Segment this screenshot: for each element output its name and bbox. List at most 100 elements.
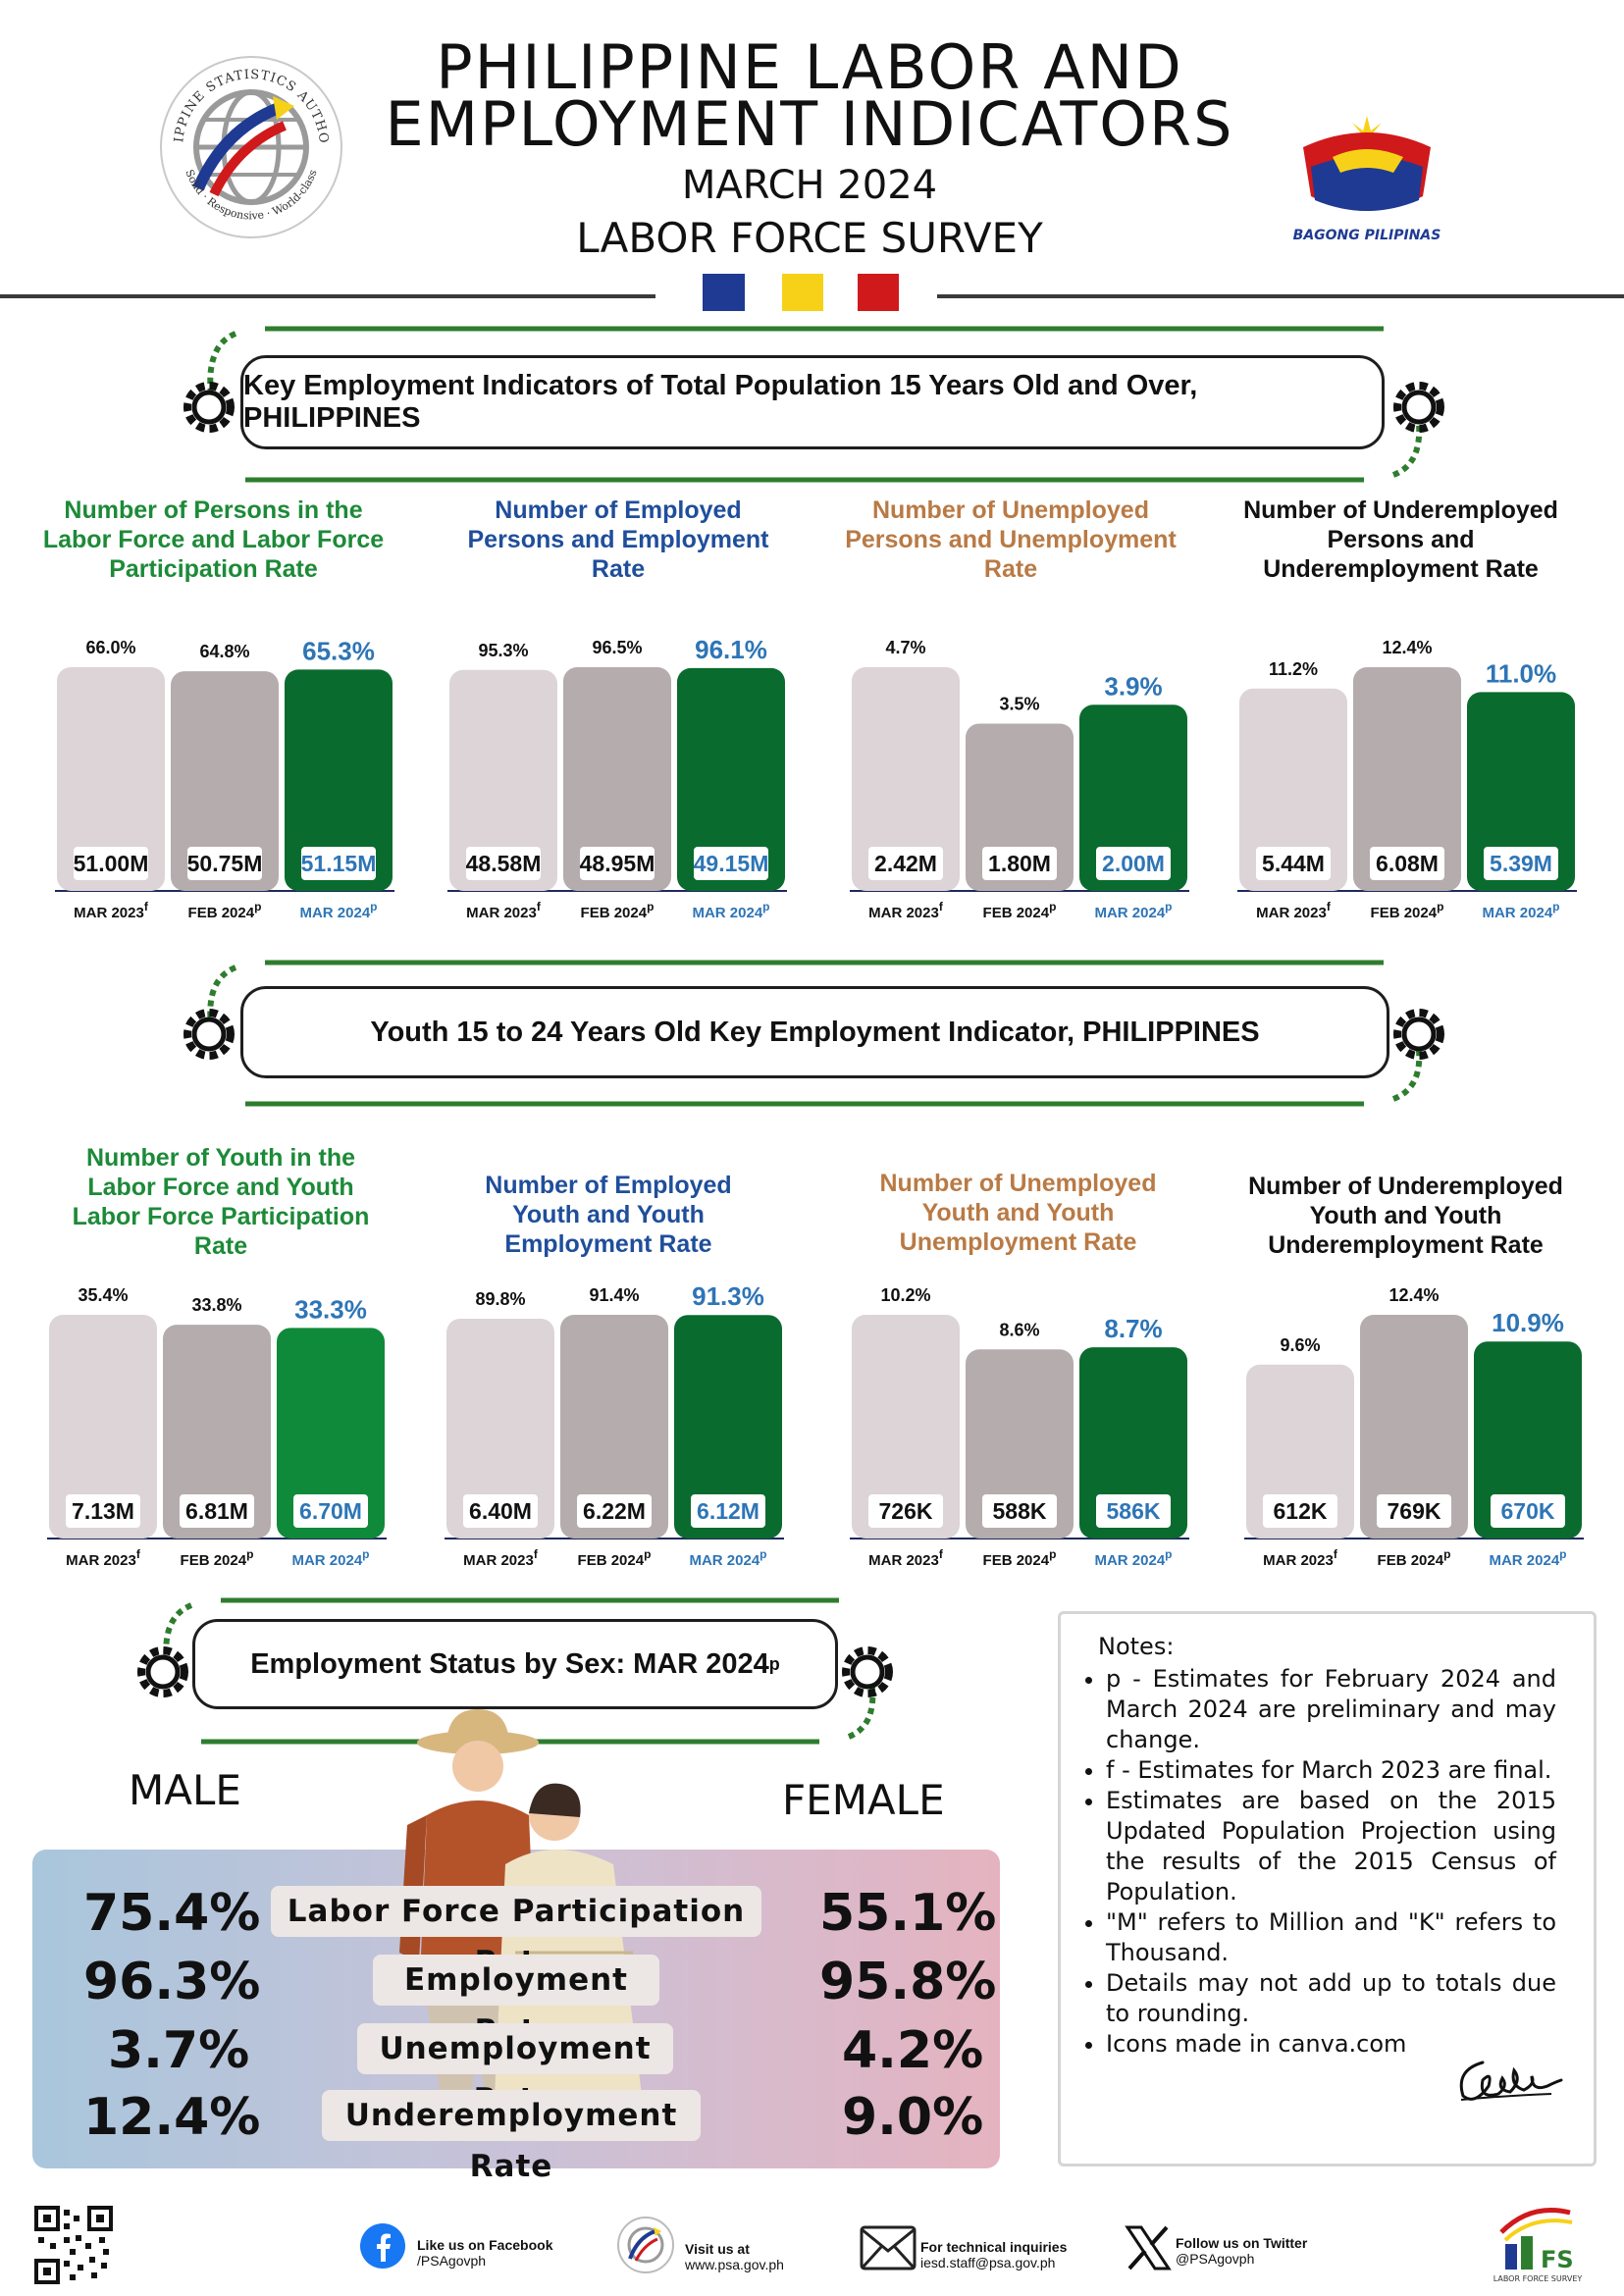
rate-label: 35.4% [78,1285,128,1305]
chart4: 11.2% 5.44M MAR 2023f 12.4% 6.08M FEB 2024p 11… [1237,638,1577,921]
chart3-title: Number of Unemployed Persons and Unemplo… [845,496,1177,583]
male-unemployment-value: 3.7% [108,2021,250,2080]
count-label: 5.39M [1490,851,1552,876]
facebook-link[interactable]: Like us on Facebook /PSAgovph [417,2237,552,2269]
chart2-title: Number of Employed Persons and Employmen… [467,496,769,583]
email-link[interactable]: For technical inquiries iesd.staff@psa.g… [920,2239,1067,2270]
website-link[interactable]: Visit us at www.psa.gov.ph [685,2241,784,2272]
bar [446,1318,554,1539]
section2-gear-right-icon [1393,1009,1444,1060]
rate-label: 33.8% [191,1295,241,1315]
period-label: MAR 2023f [1263,1547,1338,1569]
qr-code-icon [34,2206,113,2284]
rate-label: 96.1% [695,635,767,664]
female-lfpr-value: 55.1% [819,1884,997,1943]
chart6: 89.8% 6.40M MAR 2023f 91.4% 6.22M FEB 2024p 91… [445,1281,784,1569]
facebook-icon[interactable] [359,2222,406,2270]
count-badge [1370,847,1444,880]
chart5: 35.4% 7.13M MAR 2023f 33.8% 6.81M FEB 2024p 33… [47,1285,387,1569]
chart7-title: Number of Unemployed Youth and Youth Une… [879,1170,1157,1256]
bar [57,667,165,891]
rate-label: 3.5% [999,694,1039,713]
count-label: 6.81M [185,1498,248,1524]
count-label: 769K [1388,1498,1441,1524]
email-line2: iesd.staff@psa.gov.ph [920,2255,1056,2270]
rate-label: 11.2% [1269,659,1318,679]
count-badge [580,847,655,880]
page-subtitle: MARCH 2024 [681,163,938,208]
bar [1474,1341,1582,1539]
note-item: Details may not add up to totals due to … [1106,1968,1556,2029]
rate-label: 33.3% [294,1294,367,1324]
period-label: MAR 2024p [1489,1547,1566,1569]
count-badge [691,1494,765,1528]
underemployment-rate-label: Underemployment Rate [322,2090,701,2184]
flag-square-red [858,274,899,311]
count-label: 5.44M [1262,851,1325,876]
period-label: MAR 2024p [692,900,769,921]
female-heading: FEMALE [782,1776,945,1824]
rate-label: 3.9% [1104,671,1162,701]
count-badge [1096,1494,1171,1528]
twitter-link[interactable]: Follow us on Twitter @PSAgovph [1176,2235,1307,2267]
period-label: FEB 2024p [181,1547,254,1569]
period-label: FEB 2024p [983,1547,1057,1569]
flag-square-blue [703,274,745,311]
count-label: 6.22M [583,1498,646,1524]
header-divider-left [0,294,655,298]
section3-gear-right-icon [842,1646,893,1697]
chart6-title: Number of Employed Youth and Youth Emplo… [485,1172,732,1258]
section1-ribbon-frame [207,326,1423,483]
period-label: MAR 2024p [1094,900,1172,921]
count-badge [180,1494,254,1528]
bagong-pilipinas-logo: BAGONG PILIPINAS [1293,116,1441,243]
lfs-logo: FS LABOR FORCE SURVEY [1493,2208,1582,2283]
chart8: 9.6% 612K MAR 2023f 12.4% 769K FEB 2024p 10.9%… [1244,1285,1584,1569]
count-badge [1491,1494,1565,1528]
notes-heading: Notes: [1098,1633,1175,1660]
x-twitter-icon[interactable] [1124,2223,1173,2272]
period-label: MAR 2024p [291,1547,369,1569]
period-label: FEB 2024p [1378,1547,1451,1569]
section1-title: Key Employment Indicators of Total Popul… [243,370,1198,434]
bar [1079,704,1187,891]
twitter-line1: Follow us on Twitter [1176,2235,1308,2251]
count-label: 6.70M [299,1498,362,1524]
chart1-title: Number of Persons in the Labor Force and… [42,496,385,583]
count-label: 48.95M [580,851,655,876]
rate-label: 9.6% [1280,1335,1320,1355]
count-label: 726K [879,1498,933,1524]
chart4-title: Number of Underemployed Persons and Unde… [1243,496,1558,583]
rate-label: 11.0% [1486,658,1556,688]
rate-label: 91.4% [589,1285,639,1305]
period-label: MAR 2023f [868,900,944,921]
rate-label: 8.7% [1104,1314,1162,1343]
note-item: Icons made in canva.com [1106,2029,1556,2060]
period-label: MAR 2023f [466,900,542,921]
count-label: 612K [1274,1498,1328,1524]
bar [852,1315,960,1539]
chart5-title: Number of Youth in the Labor Force and Y… [72,1144,370,1260]
period-label: MAR 2023f [1256,900,1332,921]
bar [1079,1347,1187,1539]
note-item: Estimates are based on the 2015 Updated … [1106,1786,1556,1907]
count-badge [1096,847,1171,880]
period-label: MAR 2023f [74,900,149,921]
rate-label: 95.3% [478,641,528,660]
count-badge [982,1494,1057,1528]
count-label: 6.08M [1376,851,1439,876]
count-label: 6.40M [469,1498,532,1524]
count-badge [868,1494,943,1528]
period-label: MAR 2024p [299,900,377,921]
page-title-line1: PHILIPPINE LABOR AND [436,31,1183,103]
email-icon[interactable] [860,2225,917,2270]
count-badge [293,1494,368,1528]
bar [677,667,785,891]
count-badge [1263,1494,1337,1528]
bar [163,1325,271,1539]
female-employment-value: 95.8% [819,1953,997,2011]
count-badge [868,847,943,880]
chart1: 66.0% 51.00M MAR 2023f 64.8% 50.75M FEB 2024p… [55,636,394,921]
count-label: 48.58M [466,851,542,876]
twitter-line2: @PSAgovph [1176,2251,1255,2267]
